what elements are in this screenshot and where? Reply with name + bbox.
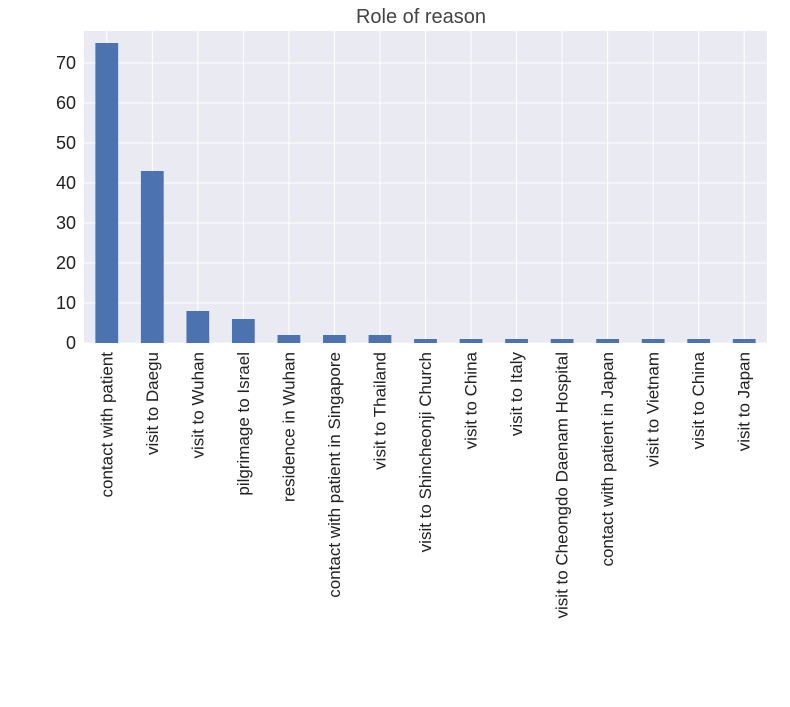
x-tick-label: visit to Shincheonji Church bbox=[416, 352, 435, 552]
y-tick-label: 60 bbox=[56, 93, 76, 113]
bars bbox=[95, 43, 756, 343]
x-tick-label: visit to Cheongdo Daenam Hospital bbox=[553, 352, 572, 618]
bar bbox=[140, 171, 164, 343]
chart-title: Role of reason bbox=[356, 6, 486, 28]
bar bbox=[459, 339, 483, 343]
y-tick-label: 30 bbox=[56, 213, 76, 233]
bar bbox=[550, 339, 574, 343]
x-tick-label: visit to China bbox=[689, 351, 708, 449]
bar bbox=[596, 339, 620, 343]
x-tick-label: visit to China bbox=[462, 351, 481, 449]
bar bbox=[414, 339, 437, 343]
bar bbox=[277, 335, 301, 343]
y-tick-label: 70 bbox=[56, 53, 76, 73]
x-tick-label: visit to Japan bbox=[735, 352, 754, 451]
bar bbox=[95, 43, 119, 343]
y-tick-label: 40 bbox=[56, 173, 76, 193]
y-tick-label: 10 bbox=[56, 293, 76, 313]
bar bbox=[687, 339, 711, 343]
y-tick-label: 50 bbox=[56, 133, 76, 153]
x-tick-label: visit to Italy bbox=[507, 352, 526, 437]
x-tick-label: visit to Wuhan bbox=[188, 352, 207, 458]
y-axis-ticks: 0 10 20 30 40 50 60 70 bbox=[56, 53, 76, 353]
bar bbox=[505, 339, 528, 343]
bar bbox=[641, 339, 665, 343]
x-tick-label: contact with patient in Singapore bbox=[325, 352, 344, 598]
y-tick-label: 0 bbox=[66, 333, 76, 353]
x-tick-label: contact with patient bbox=[97, 352, 116, 498]
bar bbox=[323, 335, 346, 343]
x-axis-ticks: contact with patient visit to Daegu visit … bbox=[97, 351, 753, 618]
bar bbox=[368, 335, 392, 343]
x-tick-label: visit to Vietnam bbox=[644, 352, 663, 467]
bar bbox=[186, 311, 210, 343]
x-tick-label: pilgrimage to Israel bbox=[234, 352, 253, 496]
x-tick-label: contact with patient in Japan bbox=[598, 352, 617, 567]
bar bbox=[732, 339, 756, 343]
y-tick-label: 20 bbox=[56, 253, 76, 273]
x-tick-label: visit to Daegu bbox=[143, 352, 162, 455]
bar bbox=[231, 319, 255, 343]
x-tick-label: visit to Thailand bbox=[370, 352, 389, 470]
x-tick-label: residence in Wuhan bbox=[279, 352, 298, 502]
